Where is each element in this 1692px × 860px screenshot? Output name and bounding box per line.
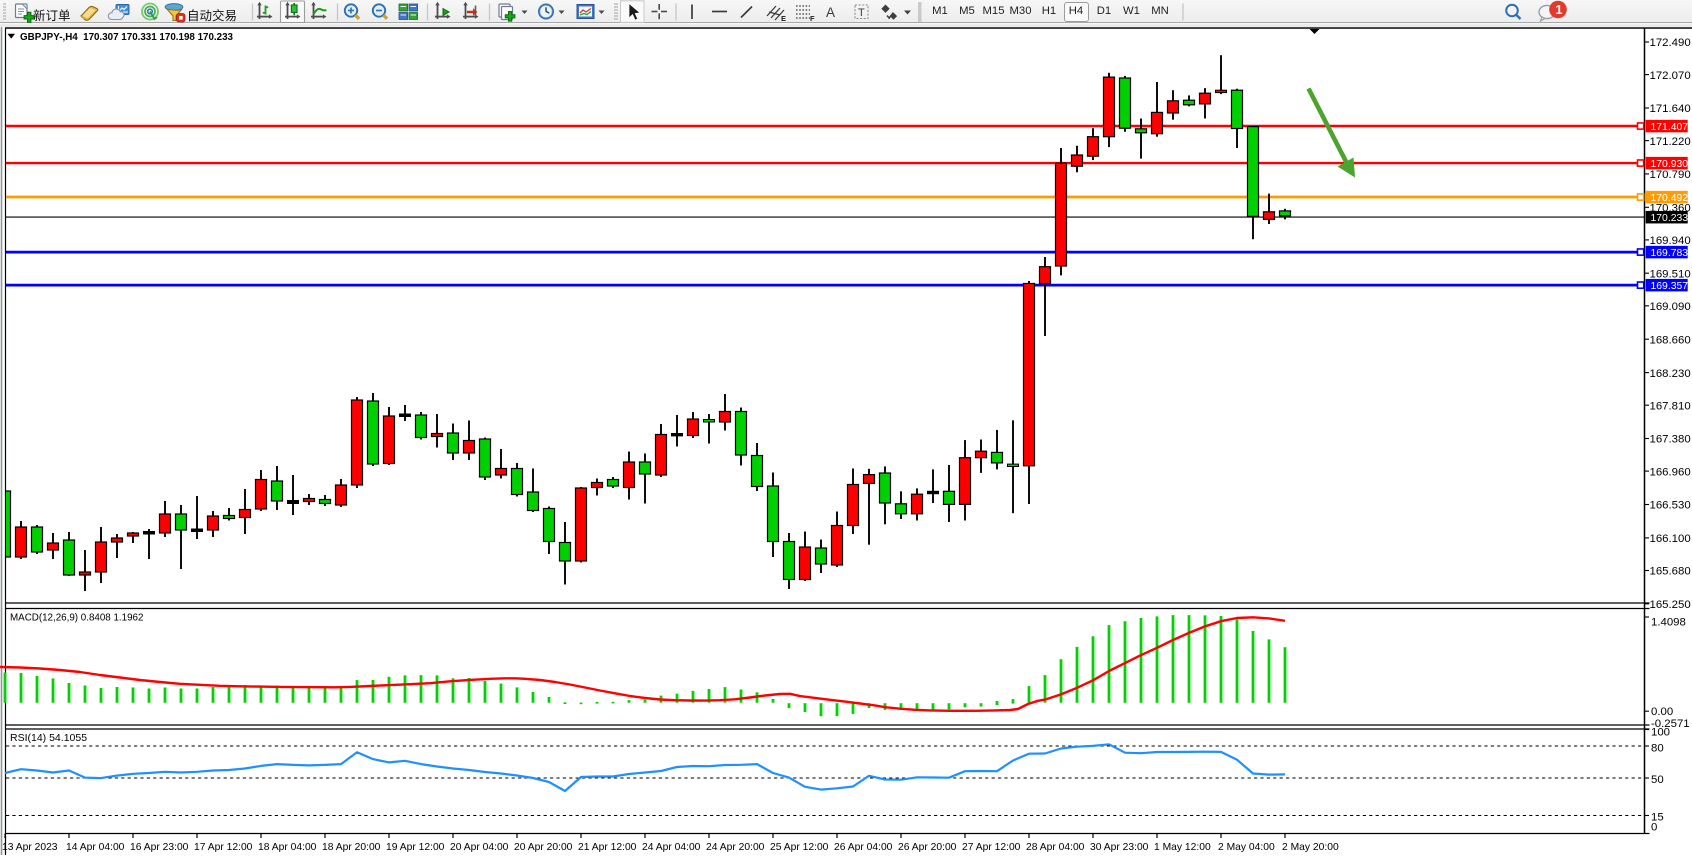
- svg-text:26 Apr 20:00: 26 Apr 20:00: [898, 842, 957, 853]
- svg-text:80: 80: [1651, 743, 1664, 755]
- svg-text:26 Apr 04:00: 26 Apr 04:00: [834, 842, 893, 853]
- svg-text:166.100: 166.100: [1650, 533, 1691, 545]
- svg-text:170.492: 170.492: [1651, 193, 1689, 204]
- svg-text:21 Apr 12:00: 21 Apr 12:00: [578, 842, 637, 853]
- svg-text:A: A: [826, 5, 835, 20]
- svg-text:19 Apr 12:00: 19 Apr 12:00: [386, 842, 445, 853]
- svg-text:169.783: 169.783: [1651, 248, 1689, 259]
- svg-text:172.490: 172.490: [1650, 37, 1691, 49]
- svg-text:167.810: 167.810: [1650, 400, 1691, 412]
- svg-text:20 Apr 04:00: 20 Apr 04:00: [450, 842, 509, 853]
- svg-text:0.00: 0.00: [1651, 706, 1673, 718]
- svg-text:1: 1: [1556, 3, 1563, 17]
- svg-text:169.090: 169.090: [1650, 301, 1691, 313]
- svg-text:170.360: 170.360: [1650, 203, 1691, 215]
- svg-text:168.660: 168.660: [1650, 334, 1691, 346]
- svg-text:25 Apr 12:00: 25 Apr 12:00: [770, 842, 829, 853]
- svg-text:169.940: 169.940: [1650, 235, 1691, 247]
- svg-text:2 May 04:00: 2 May 04:00: [1218, 842, 1275, 853]
- svg-text:50: 50: [1651, 774, 1664, 786]
- svg-text:172.070: 172.070: [1650, 70, 1691, 82]
- svg-text:24 Apr 04:00: 24 Apr 04:00: [642, 842, 701, 853]
- svg-text:169.357: 169.357: [1651, 281, 1689, 292]
- svg-text:166.960: 166.960: [1650, 466, 1691, 478]
- svg-text:RSI(14) 54.1055: RSI(14) 54.1055: [10, 732, 87, 744]
- svg-text:-0.2571: -0.2571: [1651, 718, 1690, 730]
- svg-text:171.640: 171.640: [1650, 103, 1691, 115]
- svg-text:24 Apr 20:00: 24 Apr 20:00: [706, 842, 765, 853]
- svg-text:E: E: [781, 14, 786, 23]
- svg-text:171.407: 171.407: [1651, 122, 1689, 133]
- svg-text:18 Apr 20:00: 18 Apr 20:00: [322, 842, 381, 853]
- svg-text:F: F: [810, 14, 815, 23]
- svg-text:170.233: 170.233: [1651, 213, 1689, 224]
- svg-text:166.530: 166.530: [1650, 500, 1691, 512]
- svg-text:170.930: 170.930: [1651, 159, 1689, 170]
- svg-text:168.230: 168.230: [1650, 368, 1691, 380]
- svg-text:15: 15: [1651, 812, 1664, 824]
- svg-text:27 Apr 12:00: 27 Apr 12:00: [962, 842, 1021, 853]
- svg-text:167.380: 167.380: [1650, 434, 1691, 446]
- svg-text:100: 100: [1651, 727, 1670, 739]
- svg-text:0: 0: [1651, 822, 1657, 834]
- svg-text:GBPJPY-,H4 170.307 170.331 17: GBPJPY-,H4 170.307 170.331 170.198 170.2…: [20, 32, 234, 43]
- svg-text:T: T: [858, 7, 865, 19]
- svg-text:28 Apr 04:00: 28 Apr 04:00: [1026, 842, 1085, 853]
- svg-text:169.510: 169.510: [1650, 268, 1691, 280]
- svg-text:165.680: 165.680: [1650, 566, 1691, 578]
- svg-text:14 Apr 04:00: 14 Apr 04:00: [66, 842, 125, 853]
- svg-text:18 Apr 04:00: 18 Apr 04:00: [258, 842, 317, 853]
- svg-text:170.790: 170.790: [1650, 169, 1691, 181]
- svg-text:20 Apr 20:00: 20 Apr 20:00: [514, 842, 573, 853]
- svg-text:165.250: 165.250: [1650, 599, 1691, 611]
- svg-text:2 May 20:00: 2 May 20:00: [1282, 842, 1339, 853]
- svg-text:17 Apr 12:00: 17 Apr 12:00: [194, 842, 253, 853]
- svg-text:1.4098: 1.4098: [1651, 617, 1686, 629]
- svg-text:1 May 12:00: 1 May 12:00: [1154, 842, 1211, 853]
- svg-text:171.220: 171.220: [1650, 136, 1691, 148]
- svg-text:MACD(12,26,9) 0.8408 1.1962: MACD(12,26,9) 0.8408 1.1962: [10, 613, 143, 624]
- svg-text:16 Apr 23:00: 16 Apr 23:00: [130, 842, 189, 853]
- svg-text:30 Apr 23:00: 30 Apr 23:00: [1090, 842, 1149, 853]
- svg-text:13 Apr 2023: 13 Apr 2023: [2, 842, 58, 853]
